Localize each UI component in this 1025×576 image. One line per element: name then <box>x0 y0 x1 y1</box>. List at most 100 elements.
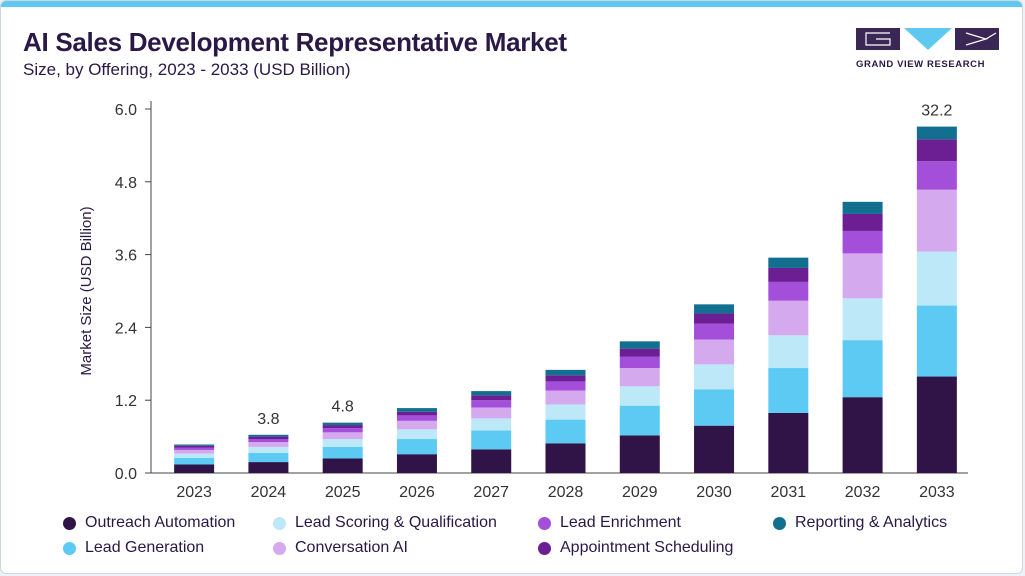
x-tick-label: 2028 <box>548 484 584 501</box>
bar-segment <box>545 404 586 420</box>
bar-segment <box>768 412 809 473</box>
bar-segment <box>248 436 289 440</box>
bar-segment <box>174 447 215 450</box>
bar-segment <box>694 389 735 426</box>
bar-segment <box>842 298 883 341</box>
y-tick-label: 4.8 <box>115 175 137 192</box>
bar-segment <box>842 201 883 214</box>
bar-segment <box>619 356 660 369</box>
x-tick-label: 2029 <box>622 484 658 501</box>
bar-segment <box>619 386 660 406</box>
bar-segment <box>916 305 957 377</box>
y-tick-label: 2.4 <box>115 320 137 337</box>
accent-bar <box>1 1 1022 7</box>
bar-segment <box>248 439 289 443</box>
bar-segment <box>471 418 512 431</box>
bar-segment <box>322 446 363 459</box>
bar-segment <box>471 449 512 473</box>
bar-segment <box>174 457 215 465</box>
bar-segment <box>174 445 215 448</box>
data-label: 4.8 <box>332 399 354 416</box>
bar-segment <box>248 434 289 437</box>
y-tick-label: 6.0 <box>115 102 137 119</box>
bar-segment <box>916 161 957 190</box>
bar-segment <box>248 442 289 447</box>
bar-segment <box>322 432 363 440</box>
x-tick-label: 2027 <box>473 484 509 501</box>
bar-segment <box>694 313 735 324</box>
data-label: 32.2 <box>921 103 952 120</box>
bar-segment <box>396 408 437 412</box>
bar-segment <box>396 439 437 455</box>
bar-segment <box>322 425 363 429</box>
bar-segment <box>768 267 809 282</box>
bar-segment <box>396 411 437 416</box>
chart-title: AI Sales Development Representative Mark… <box>23 27 567 57</box>
bar-segment <box>694 339 735 365</box>
grand-view-research-logo <box>856 28 999 50</box>
bar-segment <box>174 453 215 458</box>
logo-text: GRAND VIEW RESEARCH <box>856 59 986 70</box>
bar-segment <box>842 213 883 231</box>
bar-segment <box>694 323 735 340</box>
bar-segment <box>396 415 437 421</box>
bar-segment <box>619 368 660 387</box>
bar-segment <box>768 300 809 336</box>
bar-segment <box>248 462 289 473</box>
chart-subtitle: Size, by Offering, 2023 - 2033 (USD Bill… <box>23 60 351 79</box>
x-tick-label: 2033 <box>919 484 955 501</box>
x-tick-label: 2026 <box>399 484 435 501</box>
bar-segment <box>248 446 289 453</box>
bar-segment <box>322 458 363 473</box>
bar-segment <box>174 464 215 473</box>
bar-segment <box>545 419 586 444</box>
bar-segment <box>768 257 809 268</box>
bar-segment <box>842 397 883 473</box>
x-tick-label: 2031 <box>771 484 807 501</box>
bar-segment <box>322 439 363 447</box>
bar-segment <box>396 454 437 473</box>
bar-segment <box>842 253 883 299</box>
bar-segment <box>471 400 512 408</box>
bar-segment <box>916 189 957 252</box>
bar-segment <box>471 391 512 396</box>
bar-segment <box>248 452 289 463</box>
bar-segment <box>916 376 957 473</box>
bar-segment <box>396 429 437 440</box>
bar-segment <box>619 348 660 357</box>
bar-segment <box>694 425 735 473</box>
bar-segment <box>545 375 586 382</box>
y-tick-label: 1.2 <box>115 393 137 410</box>
x-tick-label: 2023 <box>176 484 212 501</box>
x-tick-label: 2032 <box>845 484 881 501</box>
bar-segment <box>545 369 586 376</box>
bar-segment <box>619 341 660 349</box>
bar-segment <box>916 126 957 140</box>
bar-segment <box>619 405 660 436</box>
bar-segment <box>694 304 735 314</box>
data-label: 3.8 <box>257 411 279 428</box>
bar-segment <box>545 390 586 405</box>
bar-segment <box>471 395 512 401</box>
x-tick-label: 2024 <box>251 484 287 501</box>
bar-segment <box>471 407 512 419</box>
bar-segment <box>174 444 215 446</box>
bar-segment <box>916 139 957 162</box>
bar-segment <box>916 251 957 306</box>
y-axis-label: Market Size (USD Billion) <box>78 206 95 375</box>
bar-segment <box>545 443 586 473</box>
bar-segment <box>842 230 883 254</box>
bar-segment <box>396 420 437 430</box>
bar-segment <box>694 364 735 390</box>
y-tick-label: 3.6 <box>115 248 137 265</box>
y-tick-label: 0.0 <box>115 466 137 483</box>
bar-segment <box>768 281 809 301</box>
bar-segment <box>768 335 809 369</box>
bar-segment <box>471 430 512 450</box>
bar-segment <box>768 368 809 413</box>
bar-segment <box>322 422 363 426</box>
bar-segment <box>174 449 215 454</box>
x-tick-label: 2025 <box>325 484 361 501</box>
